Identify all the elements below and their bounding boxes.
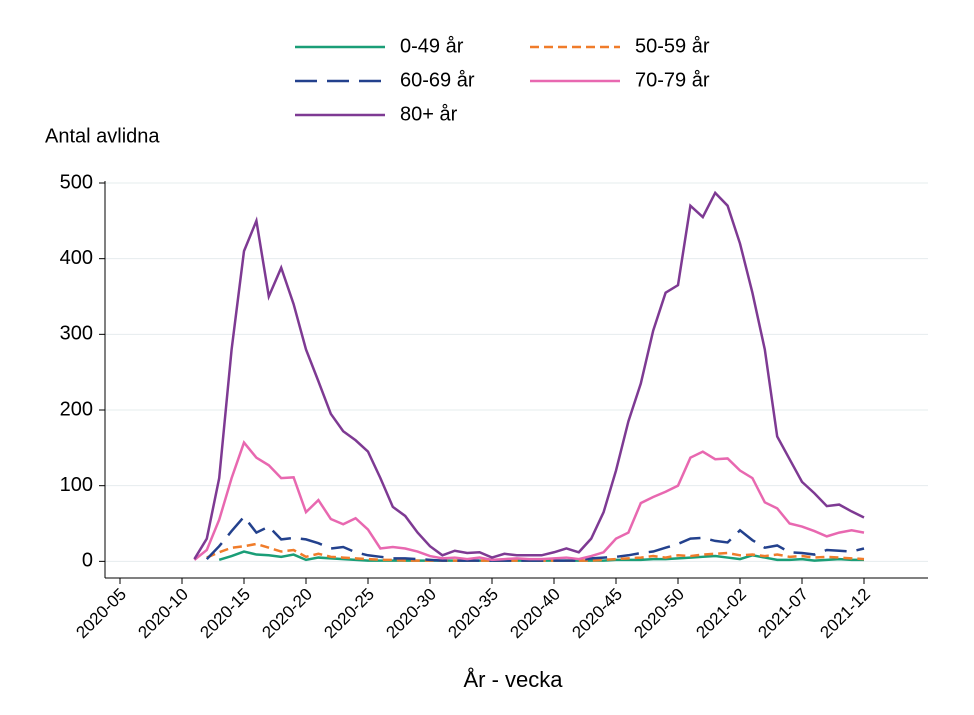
series-line [193,440,865,562]
series-line [205,514,865,562]
legend-label: 80+ år [400,103,458,125]
series-line [193,190,865,560]
legend-label: 0-49 år [400,35,464,57]
y-tick-label: 100 [60,474,93,496]
x-tick-label: 2020-35 [444,585,502,643]
x-tick-label: 2020-40 [506,585,564,643]
y-tick-label: 300 [60,323,93,345]
y-tick-label: 0 [82,550,93,572]
x-tick-label: 2020-30 [382,585,440,643]
x-tick-label: 2020-05 [72,585,130,643]
legend-label: 60-69 år [400,69,475,91]
y-tick-label: 200 [60,398,93,420]
x-tick-label: 2021-12 [816,585,874,643]
y-axis-label: Antal avlidna [45,125,160,147]
x-tick-label: 2020-15 [196,585,254,643]
x-tick-label: 2020-10 [134,585,192,643]
series-line [206,542,865,562]
legend-label: 70-79 år [635,69,710,91]
x-axis-label: År - vecka [463,667,563,692]
y-tick-label: 500 [60,171,93,193]
legend-label: 50-59 år [635,35,710,57]
x-tick-label: 2020-45 [568,585,626,643]
x-tick-label: 2020-50 [630,585,688,643]
x-tick-label: 2020-20 [258,585,316,643]
y-tick-label: 400 [60,247,93,269]
x-tick-label: 2021-02 [692,585,750,643]
x-tick-label: 2021-07 [754,585,812,643]
x-tick-label: 2020-25 [320,585,378,643]
